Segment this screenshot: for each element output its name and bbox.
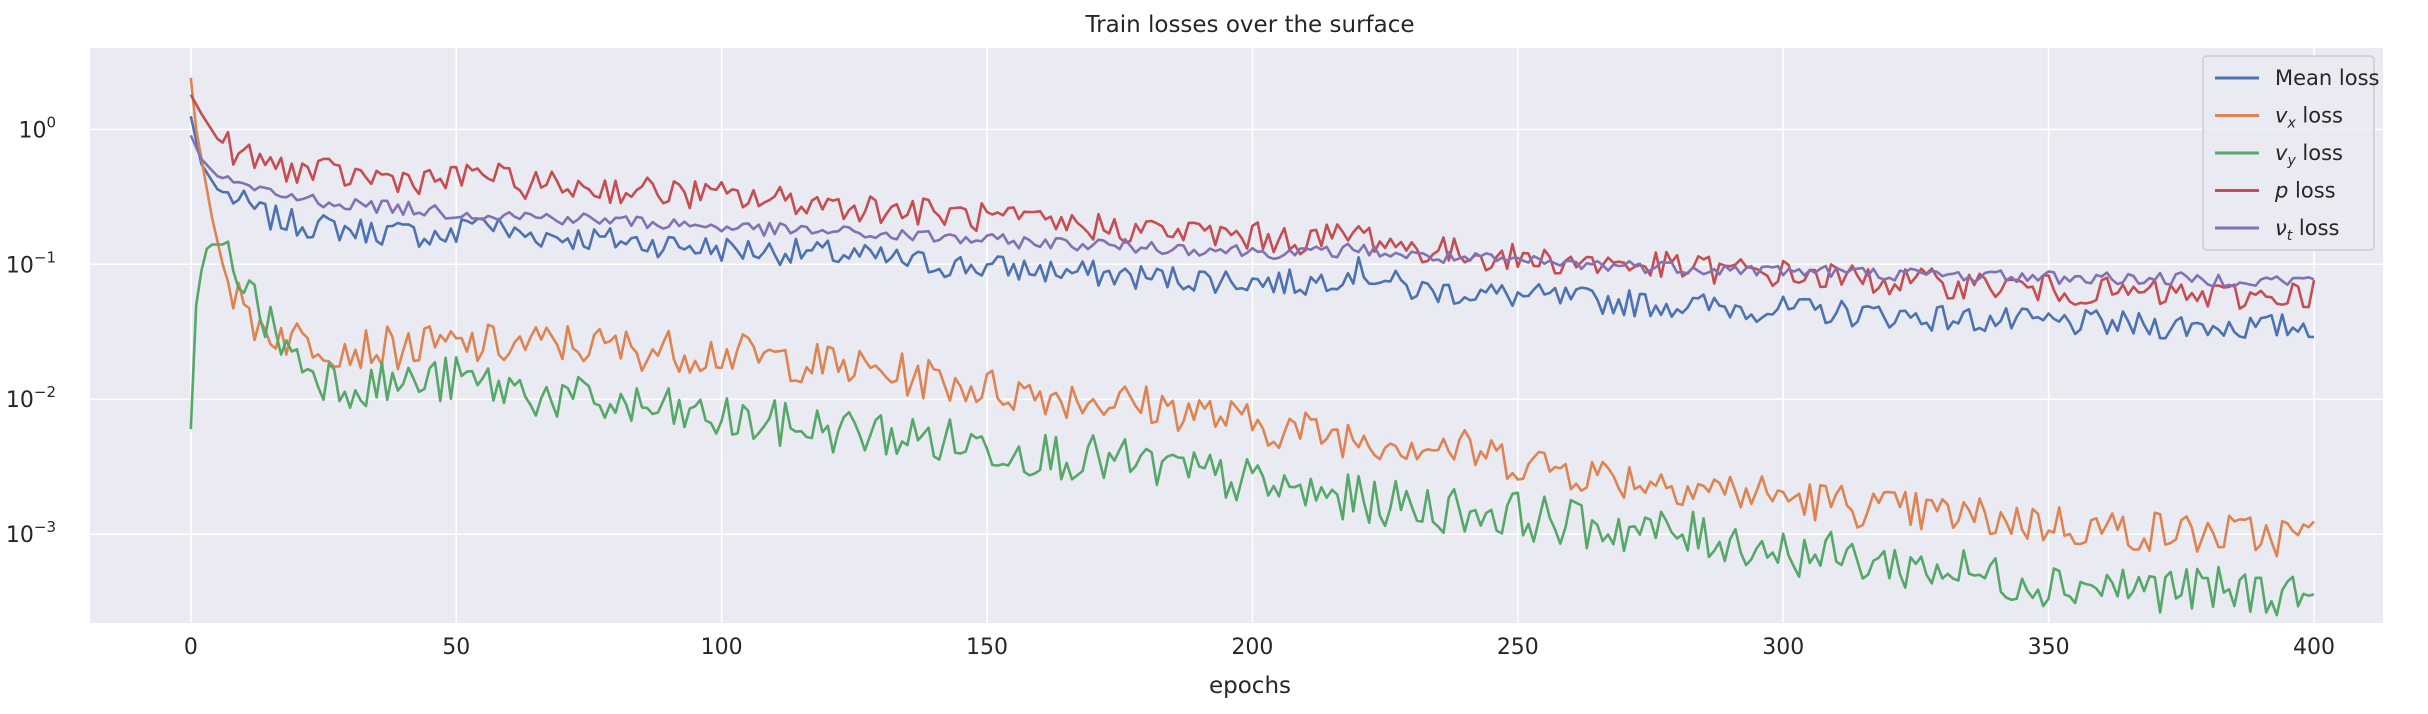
x-tick-label: 250: [1497, 635, 1539, 660]
y-tick-labels: 100 10−1 10−2 10−3: [6, 113, 56, 548]
y-tick-label: 10−2: [6, 383, 56, 413]
legend-box: [2202, 55, 2375, 251]
x-tick-label: 0: [184, 635, 198, 660]
chart-title: Train losses over the surface: [1084, 12, 1414, 38]
legend-entry-vx: vx loss: [2275, 104, 2343, 132]
legend: Mean loss vx loss vy loss p loss νt loss: [2202, 55, 2379, 251]
series-line-vy: [189, 240, 2315, 617]
series-line-vx: [189, 77, 2315, 558]
legend-entry-mean: Mean loss: [2275, 66, 2379, 90]
x-tick-label: 400: [2293, 635, 2335, 660]
x-tick-label: 150: [966, 635, 1008, 660]
series-line-p: [189, 94, 2316, 310]
x-tick-label: 100: [701, 635, 743, 660]
x-tick-label: 300: [1762, 635, 1804, 660]
legend-entry-vy: vy loss: [2275, 141, 2343, 169]
x-tick-labels: 0 50 100 150 200 250 300 350 400: [184, 635, 2335, 660]
series-line-nut: [189, 134, 2315, 288]
legend-entry-p: p loss: [2274, 179, 2336, 203]
grid-lines: [90, 48, 2383, 623]
legend-entry-nut: νt loss: [2275, 216, 2339, 244]
plot-area: [90, 48, 2383, 623]
x-axis-label: epochs: [1209, 673, 1291, 699]
y-tick-label: 100: [18, 113, 56, 143]
y-tick-label: 10−3: [6, 518, 56, 548]
x-tick-label: 350: [2028, 635, 2070, 660]
x-tick-label: 200: [1231, 635, 1273, 660]
y-tick-label: 10−1: [6, 248, 56, 278]
x-tick-label: 50: [442, 635, 470, 660]
series-lines: [189, 77, 2316, 617]
series-line-mean: [189, 115, 2315, 340]
